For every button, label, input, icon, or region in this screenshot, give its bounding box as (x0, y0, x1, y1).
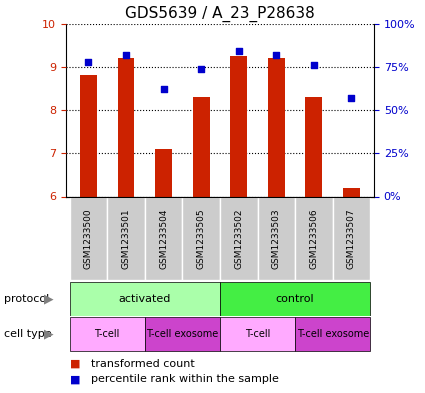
Bar (343, 188, 360, 196)
Bar (118, 58, 134, 196)
FancyBboxPatch shape (107, 197, 145, 280)
Bar (230, 56, 247, 196)
Text: activated: activated (119, 294, 171, 304)
FancyBboxPatch shape (333, 197, 370, 280)
Bar (80, 75, 97, 196)
Text: ■: ■ (70, 374, 81, 384)
FancyBboxPatch shape (258, 197, 295, 280)
Point (198, 65, 204, 72)
Point (85, 59, 92, 65)
FancyBboxPatch shape (145, 317, 220, 351)
Point (311, 62, 317, 68)
Text: protocol: protocol (4, 294, 49, 304)
Text: ▶: ▶ (44, 292, 54, 305)
FancyBboxPatch shape (295, 317, 370, 351)
Text: GSM1233500: GSM1233500 (84, 208, 93, 269)
FancyBboxPatch shape (70, 282, 220, 316)
Text: T-cell: T-cell (94, 329, 120, 339)
FancyBboxPatch shape (295, 197, 333, 280)
Text: GSM1233503: GSM1233503 (272, 208, 281, 269)
FancyBboxPatch shape (70, 317, 145, 351)
Text: control: control (276, 294, 314, 304)
FancyBboxPatch shape (220, 197, 258, 280)
Text: T-cell exosome: T-cell exosome (297, 329, 369, 339)
Text: cell type: cell type (4, 329, 52, 339)
Point (122, 51, 129, 58)
Point (235, 48, 242, 54)
Point (348, 95, 355, 101)
Bar (155, 149, 172, 196)
FancyBboxPatch shape (182, 197, 220, 280)
Text: GSM1233501: GSM1233501 (122, 208, 130, 269)
Text: GSM1233504: GSM1233504 (159, 209, 168, 269)
Text: ▶: ▶ (44, 327, 54, 341)
Text: percentile rank within the sample: percentile rank within the sample (91, 374, 279, 384)
Bar (306, 97, 322, 196)
Text: GSM1233505: GSM1233505 (197, 208, 206, 269)
FancyBboxPatch shape (145, 197, 182, 280)
Text: GSM1233507: GSM1233507 (347, 208, 356, 269)
Text: ■: ■ (70, 358, 81, 369)
FancyBboxPatch shape (70, 197, 107, 280)
FancyBboxPatch shape (220, 317, 295, 351)
Text: T-cell exosome: T-cell exosome (146, 329, 218, 339)
Bar (268, 58, 285, 196)
Text: transformed count: transformed count (91, 358, 195, 369)
FancyBboxPatch shape (220, 282, 370, 316)
Point (273, 51, 280, 58)
Text: T-cell: T-cell (245, 329, 270, 339)
Title: GDS5639 / A_23_P28638: GDS5639 / A_23_P28638 (125, 6, 315, 22)
Text: GSM1233502: GSM1233502 (234, 209, 243, 269)
Text: GSM1233506: GSM1233506 (309, 208, 318, 269)
Point (160, 86, 167, 92)
Bar (193, 97, 210, 196)
